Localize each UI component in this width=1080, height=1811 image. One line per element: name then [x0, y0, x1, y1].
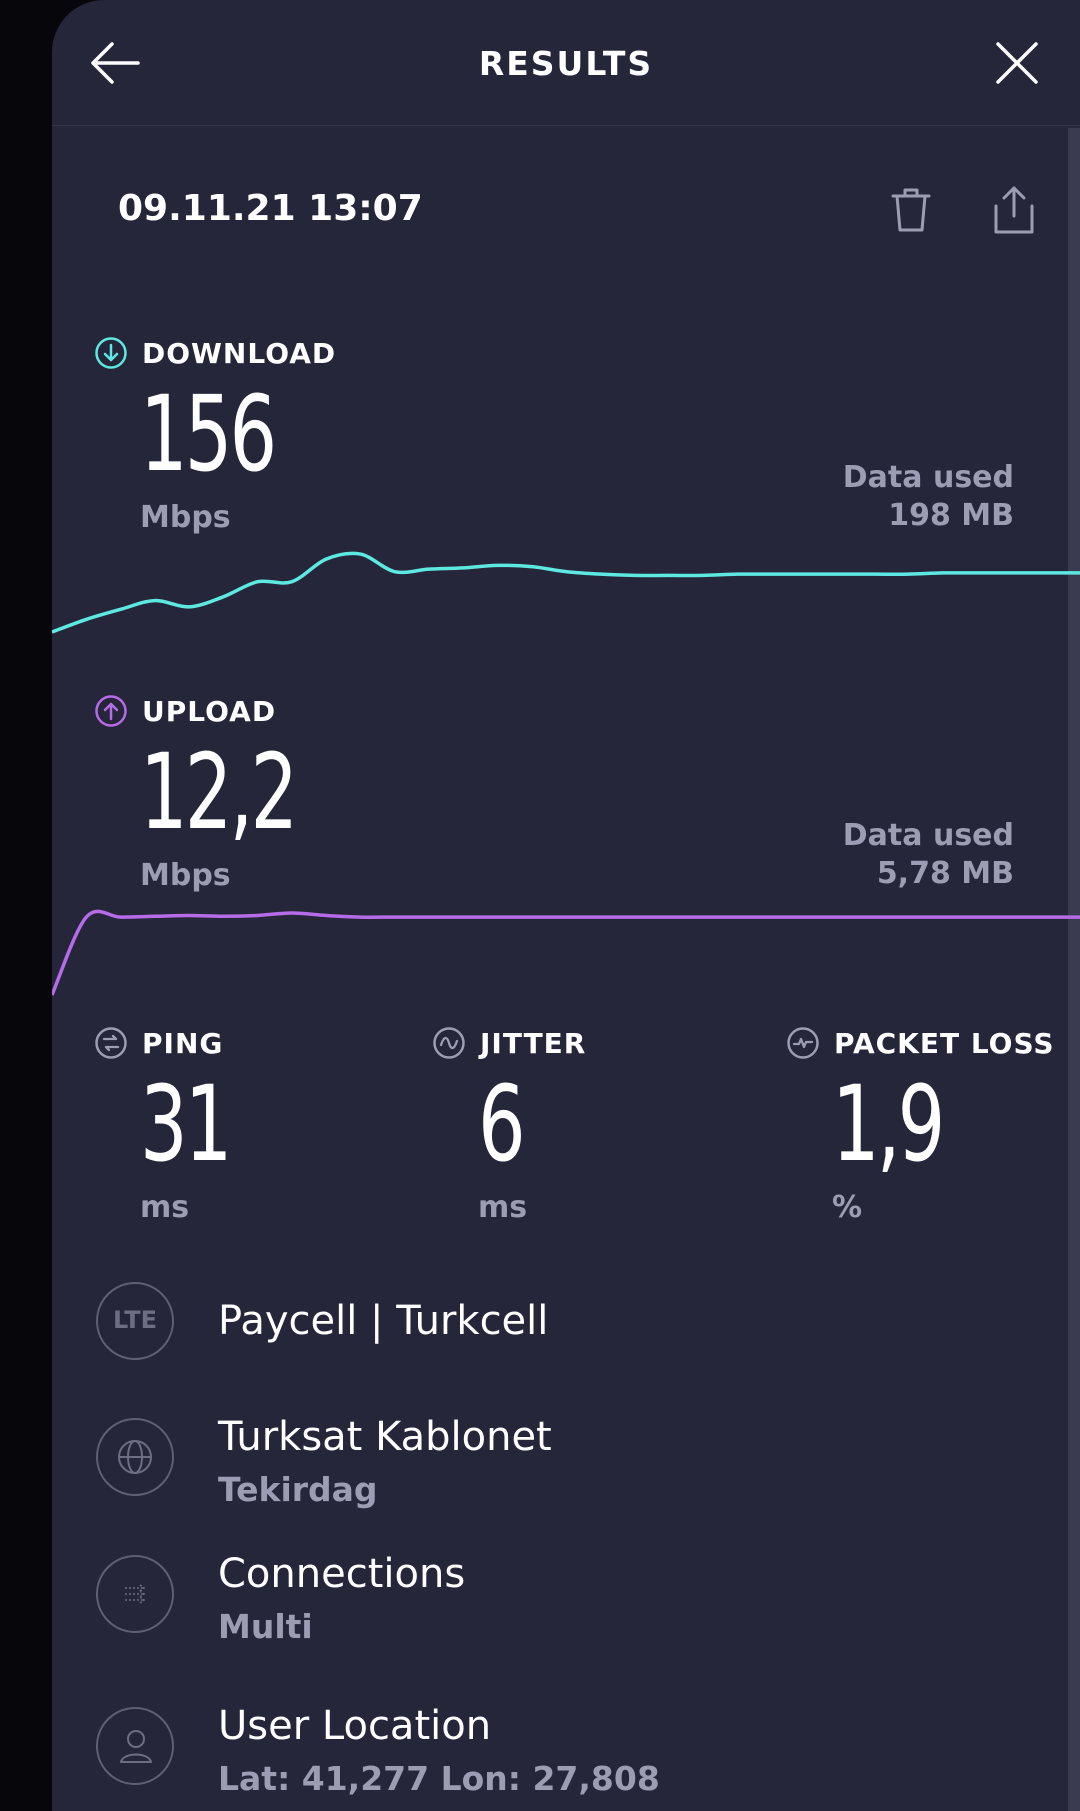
server-location: Tekirdag: [218, 1470, 378, 1509]
location-row: User Location Lat: 41,277 Lon: 27,808: [96, 1703, 996, 1798]
jitter-icon: [433, 1027, 465, 1059]
server-row: Turksat Kablonet Tekirdag: [96, 1414, 996, 1509]
download-chart: [52, 551, 1080, 634]
connections-mode: Multi: [218, 1607, 313, 1646]
jitter-header: JITTER: [432, 1026, 586, 1060]
scrollbar[interactable]: [1068, 128, 1080, 1811]
download-icon: [95, 337, 127, 369]
top-bar: RESULTS: [52, 0, 1080, 126]
packet-loss-label: PACKET LOSS: [834, 1026, 1055, 1060]
lte-badge-label: LTE: [112, 1306, 158, 1334]
ping-icon: [95, 1027, 127, 1059]
packet-loss-header: PACKET LOSS: [786, 1026, 1055, 1060]
upload-label: UPLOAD: [142, 694, 277, 728]
ping-header: PING: [94, 1026, 223, 1060]
upload-icon: [95, 695, 127, 727]
lte-badge: LTE: [96, 1282, 174, 1360]
download-data-used: Data used 198 MB: [843, 459, 1014, 535]
share-icon[interactable]: [990, 184, 1038, 236]
download-series-line: [52, 551, 1080, 634]
ping-label: PING: [142, 1026, 224, 1060]
provider-name: Paycell | Turkcell: [218, 1298, 549, 1344]
ping-unit: ms: [140, 1190, 190, 1225]
back-arrow-icon[interactable]: [88, 36, 142, 90]
results-panel: RESULTS 09.11.21 13:07 DOWNLOAD 156 Mbps…: [52, 0, 1080, 1811]
result-datetime: 09.11.21 13:07: [118, 188, 423, 229]
download-label: DOWNLOAD: [142, 336, 337, 370]
packet-loss-unit: %: [832, 1190, 863, 1225]
packet-loss-value: 1,9: [832, 1063, 945, 1185]
provider-row: LTE Paycell | Turkcell: [96, 1282, 996, 1372]
upload-unit: Mbps: [140, 858, 231, 893]
server-name: Turksat Kablonet: [218, 1414, 552, 1460]
user-icon: [120, 1730, 152, 1763]
packet-loss-icon: [787, 1027, 819, 1059]
connections-badge: [96, 1555, 174, 1633]
location-title: User Location: [218, 1703, 492, 1749]
globe-badge: [96, 1418, 174, 1496]
upload-header: UPLOAD: [94, 694, 276, 728]
upload-data-used-value: 5,78 MB: [876, 856, 1014, 891]
upload-chart: [52, 909, 1080, 996]
location-coordinates: Lat: 41,277 Lon: 27,808: [218, 1759, 660, 1798]
connections-icon: [125, 1584, 146, 1604]
upload-series-line: [52, 909, 1080, 996]
jitter-value: 6: [478, 1063, 526, 1185]
upload-data-used: Data used 5,78 MB: [843, 817, 1014, 893]
connections-row: Connections Multi: [96, 1551, 996, 1646]
connections-title: Connections: [218, 1551, 466, 1597]
jitter-label: JITTER: [480, 1026, 587, 1060]
download-unit: Mbps: [140, 500, 231, 535]
ping-value: 31: [140, 1063, 232, 1185]
download-data-used-value: 198 MB: [888, 498, 1014, 533]
user-badge: [96, 1707, 174, 1785]
trash-icon[interactable]: [887, 185, 935, 235]
download-header: DOWNLOAD: [94, 336, 336, 370]
download-value: 156: [140, 373, 277, 495]
download-data-used-label: Data used: [842, 460, 1014, 495]
upload-data-used-label: Data used: [842, 818, 1014, 853]
jitter-unit: ms: [478, 1190, 528, 1225]
upload-value: 12,2: [140, 731, 298, 853]
globe-icon: [118, 1440, 152, 1474]
page-title: RESULTS: [478, 44, 654, 83]
close-icon[interactable]: [990, 36, 1044, 90]
